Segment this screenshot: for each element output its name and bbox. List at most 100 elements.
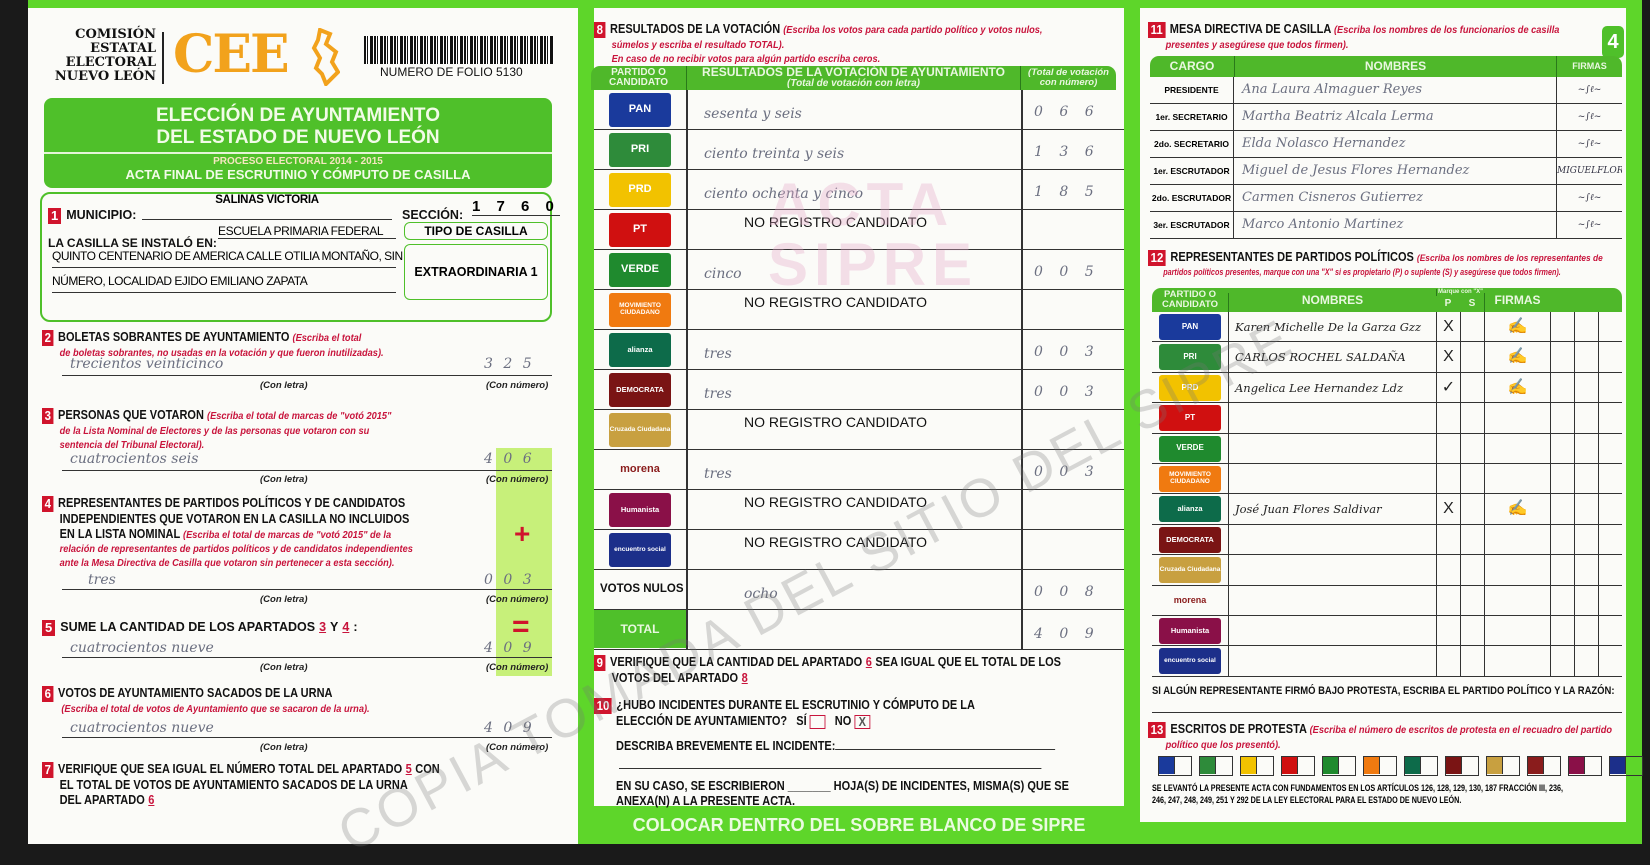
s-mark[interactable] [1460,646,1484,677]
si-checkbox[interactable] [809,714,826,729]
protest-count[interactable] [1503,757,1519,775]
extra-col[interactable] [1550,403,1574,434]
extra-col[interactable] [1550,524,1574,555]
rep-nombre[interactable] [1228,433,1436,464]
rep-firma[interactable]: ✍ [1484,342,1550,373]
protest-count[interactable] [1380,757,1396,775]
rep-firma[interactable] [1484,464,1550,494]
extra-col[interactable] [1574,494,1598,525]
extra-col[interactable] [1550,372,1574,403]
protest-box[interactable] [1158,756,1192,776]
rep-nombre[interactable]: Angelica Lee Hernandez Ldz [1228,372,1436,403]
protest-box[interactable] [1486,756,1520,776]
extra-col[interactable] [1598,494,1622,525]
incidente-input[interactable] [835,749,1056,750]
p-mark[interactable] [1436,555,1460,586]
rep-firma[interactable] [1484,433,1550,464]
rep-firma[interactable] [1484,555,1550,586]
funcionario-nombre[interactable]: Ana Laura Almaguer Reyes [1242,82,1423,97]
protest-count[interactable] [1298,757,1314,775]
extra-col[interactable] [1598,585,1622,616]
rep-nombre[interactable] [1228,403,1436,434]
protest-box[interactable] [1240,756,1274,776]
protest-box[interactable] [1363,756,1397,776]
p-mark[interactable] [1436,403,1460,434]
p-mark[interactable]: X [1436,342,1460,373]
extra-col[interactable] [1550,342,1574,373]
extra-col[interactable] [1598,342,1622,373]
protest-count[interactable] [1421,757,1437,775]
extra-col[interactable] [1550,433,1574,464]
protest-box[interactable] [1404,756,1438,776]
rep-firma[interactable] [1484,403,1550,434]
protesta-line[interactable] [1152,712,1622,713]
extra-col[interactable] [1574,464,1598,494]
extra-col[interactable] [1598,646,1622,677]
p-mark[interactable] [1436,646,1460,677]
protest-box[interactable] [1527,756,1561,776]
protest-count[interactable] [1257,757,1273,775]
rep-nombre[interactable]: Karen Michelle De la Garza Gzz [1228,312,1436,342]
rep-firma[interactable]: ✍ [1484,312,1550,342]
s-mark[interactable] [1460,342,1484,373]
extra-col[interactable] [1550,555,1574,586]
extra-col[interactable] [1550,646,1574,677]
s-mark[interactable] [1460,555,1484,586]
p-mark[interactable]: X [1436,312,1460,342]
extra-col[interactable] [1550,312,1574,342]
funcionario-nombre[interactable]: Elda Nolasco Hernandez [1242,136,1406,151]
s-mark[interactable] [1460,616,1484,646]
protest-box[interactable] [1199,756,1233,776]
extra-col[interactable] [1574,372,1598,403]
extra-col[interactable] [1598,403,1622,434]
rep-nombre[interactable] [1228,555,1436,586]
p-mark[interactable] [1436,464,1460,494]
extra-col[interactable] [1598,464,1622,494]
p-mark[interactable]: ✓ [1436,372,1460,403]
protest-count[interactable] [1544,757,1560,775]
funcionario-nombre[interactable]: Miguel de Jesus Flores Hernandez [1242,163,1470,178]
extra-col[interactable] [1574,646,1598,677]
extra-col[interactable] [1598,433,1622,464]
extra-col[interactable] [1598,312,1622,342]
rep-firma[interactable] [1484,524,1550,555]
s-mark[interactable] [1460,524,1484,555]
protest-count[interactable] [1462,757,1478,775]
extra-col[interactable] [1574,312,1598,342]
p-mark[interactable] [1436,585,1460,616]
no-checkbox[interactable]: X [854,714,871,729]
extra-col[interactable] [1598,524,1622,555]
extra-col[interactable] [1574,433,1598,464]
extra-col[interactable] [1550,464,1574,494]
extra-col[interactable] [1574,585,1598,616]
rep-firma[interactable]: ✍ [1484,372,1550,403]
funcionario-nombre[interactable]: Martha Beatriz Alcala Lerma [1242,109,1434,124]
extra-col[interactable] [1550,616,1574,646]
protest-box[interactable] [1568,756,1602,776]
rep-firma[interactable] [1484,616,1550,646]
s-mark[interactable] [1460,403,1484,434]
protest-count[interactable] [1175,757,1191,775]
funcionario-nombre[interactable]: Marco Antonio Martinez [1242,217,1404,232]
protest-box[interactable] [1322,756,1356,776]
protest-box[interactable] [1281,756,1315,776]
protest-box[interactable] [1445,756,1479,776]
rep-nombre[interactable]: José Juan Flores Saldivar [1228,494,1436,525]
s-mark[interactable] [1460,585,1484,616]
rep-firma[interactable] [1484,585,1550,616]
rep-nombre[interactable] [1228,616,1436,646]
extra-col[interactable] [1574,555,1598,586]
s-mark[interactable] [1460,372,1484,403]
s-mark[interactable] [1460,433,1484,464]
extra-col[interactable] [1598,616,1622,646]
protest-box[interactable] [1609,756,1643,776]
s-mark[interactable] [1460,312,1484,342]
extra-col[interactable] [1550,494,1574,525]
extra-col[interactable] [1574,524,1598,555]
extra-col[interactable] [1598,555,1622,586]
p-mark[interactable]: X [1436,494,1460,525]
s-mark[interactable] [1460,464,1484,494]
s-mark[interactable] [1460,494,1484,525]
rep-nombre[interactable]: CARLOS ROCHEL SALDAÑA [1228,342,1436,373]
funcionario-nombre[interactable]: Carmen Cisneros Gutierrez [1242,190,1423,205]
